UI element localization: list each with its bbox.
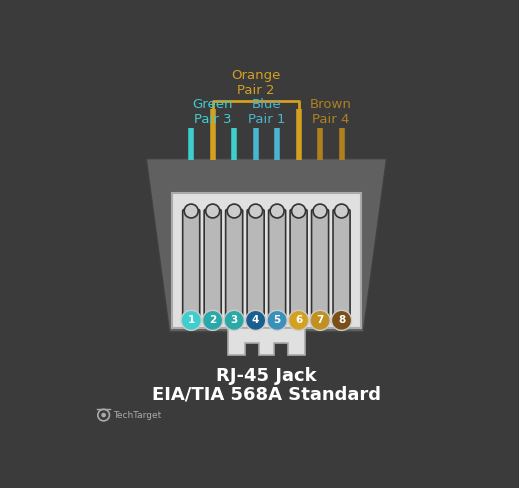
Circle shape: [245, 310, 266, 330]
FancyBboxPatch shape: [226, 209, 243, 318]
FancyBboxPatch shape: [247, 209, 264, 318]
Text: 6: 6: [295, 315, 302, 325]
FancyBboxPatch shape: [204, 209, 221, 318]
Circle shape: [249, 204, 263, 218]
Circle shape: [202, 310, 223, 330]
Text: Green
Pair 3: Green Pair 3: [193, 98, 233, 126]
Circle shape: [184, 204, 198, 218]
Circle shape: [313, 204, 327, 218]
Circle shape: [224, 310, 244, 330]
Text: EIA/TIA 568A Standard: EIA/TIA 568A Standard: [152, 386, 381, 404]
Text: Blue
Pair 1: Blue Pair 1: [248, 98, 285, 126]
Text: 1: 1: [187, 315, 195, 325]
Text: 7: 7: [317, 315, 324, 325]
Text: RJ-45 Jack: RJ-45 Jack: [216, 366, 317, 385]
Circle shape: [335, 204, 349, 218]
Circle shape: [289, 310, 309, 330]
Circle shape: [310, 310, 330, 330]
Text: Brown
Pair 4: Brown Pair 4: [310, 98, 352, 126]
FancyBboxPatch shape: [269, 209, 285, 318]
Circle shape: [270, 204, 284, 218]
Text: Orange
Pair 2: Orange Pair 2: [231, 68, 280, 97]
Circle shape: [267, 310, 287, 330]
Circle shape: [227, 204, 241, 218]
Text: 3: 3: [230, 315, 238, 325]
Text: 8: 8: [338, 315, 345, 325]
Text: 5: 5: [274, 315, 281, 325]
Circle shape: [206, 204, 220, 218]
Text: 2: 2: [209, 315, 216, 325]
Polygon shape: [146, 159, 387, 332]
Polygon shape: [228, 328, 305, 355]
Circle shape: [101, 413, 106, 417]
FancyBboxPatch shape: [333, 209, 350, 318]
Circle shape: [292, 204, 306, 218]
Circle shape: [181, 310, 201, 330]
FancyBboxPatch shape: [172, 193, 361, 328]
Text: TechTarget: TechTarget: [113, 410, 161, 420]
Text: 4: 4: [252, 315, 260, 325]
FancyBboxPatch shape: [290, 209, 307, 318]
FancyBboxPatch shape: [183, 209, 200, 318]
Circle shape: [332, 310, 352, 330]
FancyBboxPatch shape: [311, 209, 329, 318]
